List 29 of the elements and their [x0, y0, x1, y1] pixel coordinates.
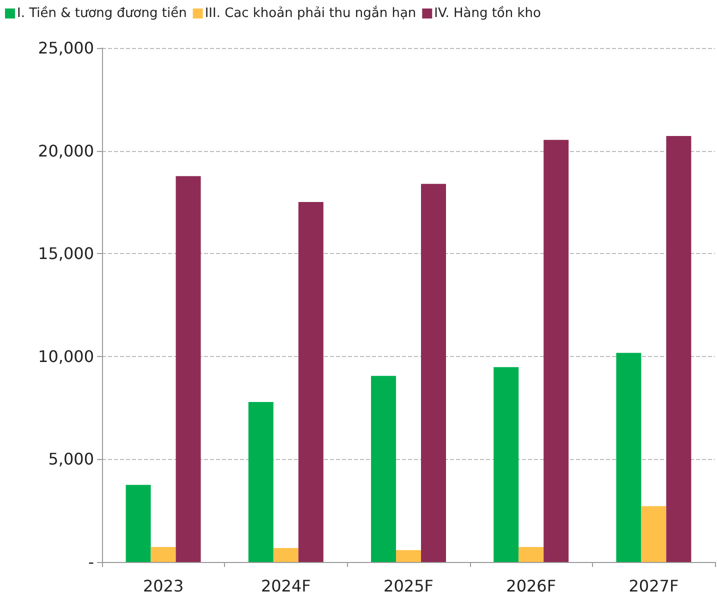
- bar: [666, 136, 692, 562]
- bar: [494, 367, 519, 562]
- y-tick-label: 10,000: [38, 346, 94, 366]
- legend-label: IV. Hàng tồn kho: [434, 5, 542, 21]
- bar: [273, 548, 298, 562]
- bar: [616, 352, 642, 562]
- x-tick-label: 2023: [142, 576, 184, 596]
- bar: [371, 376, 396, 562]
- bar: [396, 550, 421, 562]
- y-tick-label: 20,000: [38, 141, 94, 160]
- bar: [126, 484, 151, 562]
- bar: [544, 140, 569, 562]
- x-tick-label: 2024F: [260, 576, 311, 596]
- legend-label: III. Cac khoản phải thu ngắn hạn: [204, 5, 416, 21]
- y-tick-label: 5,000: [48, 450, 94, 469]
- y-tick-label: 25,000: [38, 38, 94, 58]
- bar: [421, 184, 446, 562]
- y-tick-label: -: [88, 552, 94, 572]
- bar: [248, 402, 274, 562]
- bar: [518, 546, 544, 562]
- legend-label: I. Tiền & tương đương tiền: [17, 5, 187, 21]
- x-tick-label: 2027F: [628, 576, 679, 596]
- x-tick-label: 2025F: [384, 576, 434, 596]
- bar: [298, 202, 324, 562]
- x-tick-label: 2026F: [506, 576, 556, 596]
- bar: [150, 546, 176, 562]
- bar: [176, 176, 201, 562]
- bar: [641, 506, 666, 562]
- y-tick-label: 15,000: [38, 244, 94, 264]
